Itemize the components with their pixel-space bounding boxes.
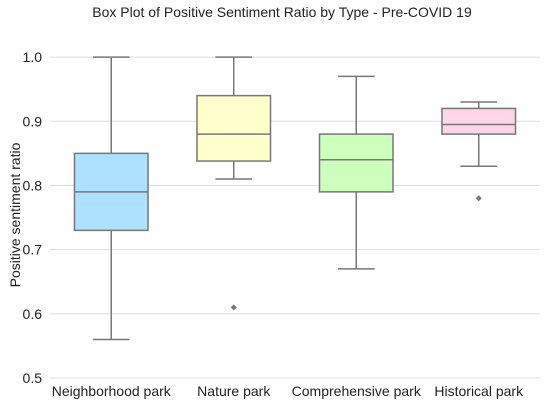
boxes bbox=[73, 56, 517, 341]
x-tick-label: Comprehensive park bbox=[292, 383, 422, 399]
box-group bbox=[196, 56, 272, 311]
y-tick-label: 0.6 bbox=[23, 306, 43, 322]
box-iqr bbox=[196, 94, 272, 162]
box-group bbox=[73, 56, 149, 341]
y-tick-label: 0.7 bbox=[23, 242, 43, 258]
y-axis-label: Positive sentiment ratio bbox=[7, 142, 23, 287]
box-group bbox=[441, 101, 517, 202]
outlier-point bbox=[230, 304, 237, 311]
y-tick-label: 1.0 bbox=[23, 49, 43, 65]
y-tick-label: 0.8 bbox=[23, 177, 43, 193]
y-tick-label: 0.5 bbox=[23, 370, 43, 386]
y-tick-labels: 0.5 0.6 0.7 0.8 0.9 1.0 bbox=[23, 49, 43, 386]
x-tick-labels: Neighborhood park Nature park Comprehensiv… bbox=[52, 383, 524, 399]
x-tick-label: Nature park bbox=[197, 383, 271, 399]
box-group bbox=[318, 75, 394, 270]
x-tick-label: Historical park bbox=[434, 383, 524, 399]
box-iqr bbox=[318, 133, 394, 193]
box-iqr bbox=[441, 107, 517, 135]
outlier-point bbox=[475, 195, 482, 202]
x-tick-label: Neighborhood park bbox=[52, 383, 172, 399]
y-tick-label: 0.9 bbox=[23, 113, 43, 129]
chart-title: Box Plot of Positive Sentiment Ratio by … bbox=[92, 4, 472, 20]
